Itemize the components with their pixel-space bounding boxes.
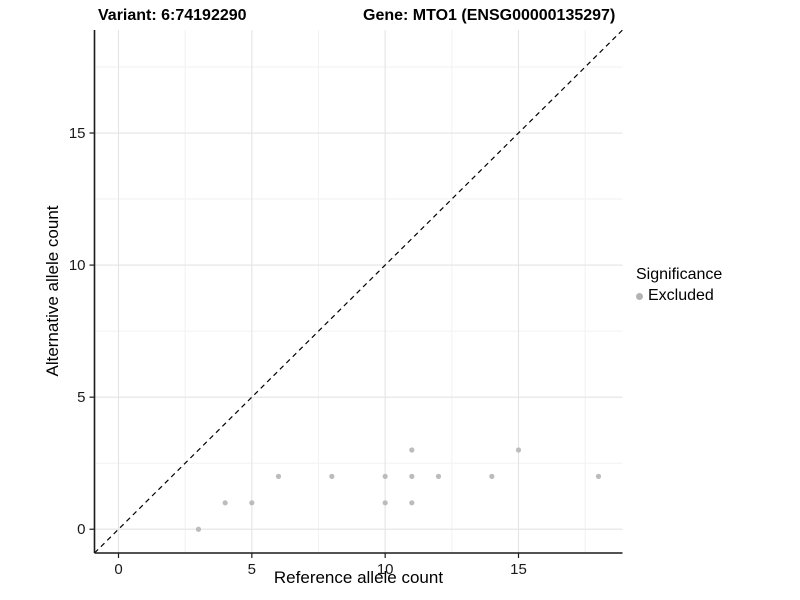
data-point bbox=[409, 500, 415, 506]
plot-title-variant: Variant: 6:74192290 bbox=[98, 7, 247, 24]
legend-point-icon bbox=[636, 292, 643, 300]
data-point bbox=[275, 473, 282, 479]
data-point bbox=[195, 526, 202, 532]
y-tick-label: 5 bbox=[77, 389, 85, 406]
data-point bbox=[489, 473, 495, 479]
data-point bbox=[329, 473, 335, 479]
x-tick-label: 10 bbox=[377, 561, 394, 578]
data-point bbox=[222, 500, 228, 506]
data-point bbox=[382, 473, 388, 479]
legend-title: Significance bbox=[636, 266, 723, 283]
data-point bbox=[435, 473, 442, 479]
y-axis-label: Alternative allele count bbox=[43, 205, 62, 377]
x-tick-label: 5 bbox=[248, 561, 256, 578]
x-axis-label: Reference allele count bbox=[273, 568, 444, 587]
y-tick-label: 0 bbox=[77, 521, 85, 538]
data-point bbox=[595, 473, 602, 479]
y-tick-label: 10 bbox=[69, 257, 86, 274]
data-point bbox=[515, 447, 522, 453]
data-point bbox=[249, 500, 255, 506]
identity-reference-line bbox=[94, 29, 623, 554]
legend-item-label: Excluded bbox=[648, 287, 714, 304]
legend-item-excluded: Excluded bbox=[636, 287, 722, 305]
x-tick-label: 15 bbox=[510, 561, 527, 578]
x-tick-label: 0 bbox=[114, 561, 122, 578]
y-tick-label: 15 bbox=[69, 125, 86, 142]
legend: Significance Excluded bbox=[636, 266, 722, 305]
data-point bbox=[409, 473, 415, 479]
data-point bbox=[409, 447, 415, 453]
data-point bbox=[382, 500, 388, 506]
plot-title-gene: Gene: MTO1 (ENSG00000135297) bbox=[363, 7, 616, 24]
